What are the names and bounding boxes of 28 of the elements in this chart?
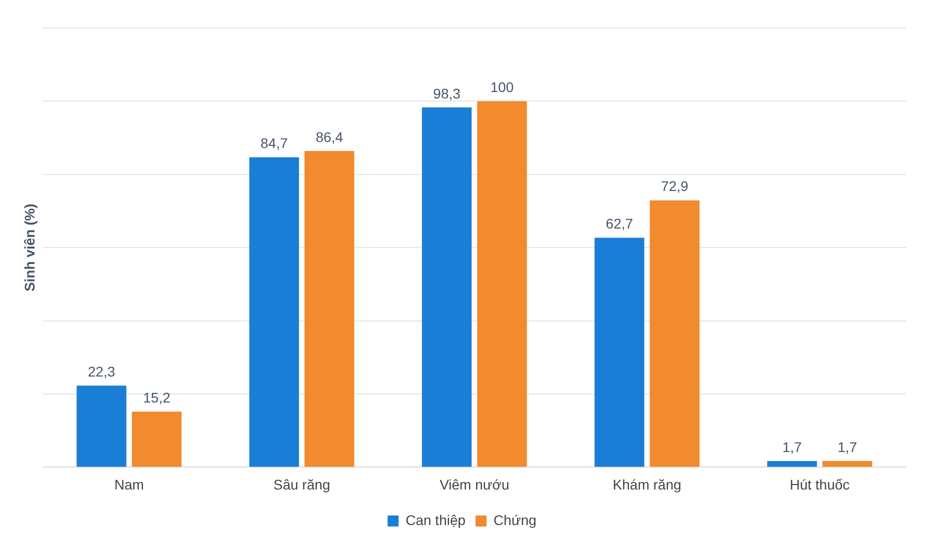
- bar: [132, 412, 182, 467]
- data-label: 72,9: [661, 178, 688, 194]
- bar: [76, 386, 126, 467]
- x-tick-label: Hút thuốc: [790, 476, 850, 492]
- data-label: 100: [490, 79, 514, 96]
- y-axis-title: Sinh viên (%): [21, 204, 38, 292]
- data-label: 22,3: [88, 363, 116, 380]
- bar: [650, 200, 700, 467]
- data-label: 15,2: [143, 389, 171, 406]
- legend-label: Chứng: [494, 512, 536, 528]
- data-label: 62,7: [606, 216, 634, 232]
- data-label: 1,7: [838, 438, 858, 455]
- bar: [822, 460, 872, 467]
- x-tick-label: Sâu răng: [273, 476, 330, 492]
- bar: [422, 107, 472, 467]
- legend-label: Can thiệp: [406, 512, 466, 528]
- data-label: 98,3: [433, 85, 461, 102]
- bar: [594, 238, 644, 467]
- data-label: 86,4: [316, 128, 344, 145]
- bar: [767, 460, 817, 467]
- bar: [249, 157, 299, 467]
- data-label: 1,7: [782, 438, 802, 455]
- x-tick-label: Nam: [114, 476, 144, 492]
- bar: [304, 150, 354, 467]
- data-label: 84,7: [260, 135, 288, 152]
- bar: [477, 101, 527, 467]
- x-tick-label: Khám răng: [612, 476, 682, 492]
- x-tick-label: Viêm nướu: [440, 476, 510, 492]
